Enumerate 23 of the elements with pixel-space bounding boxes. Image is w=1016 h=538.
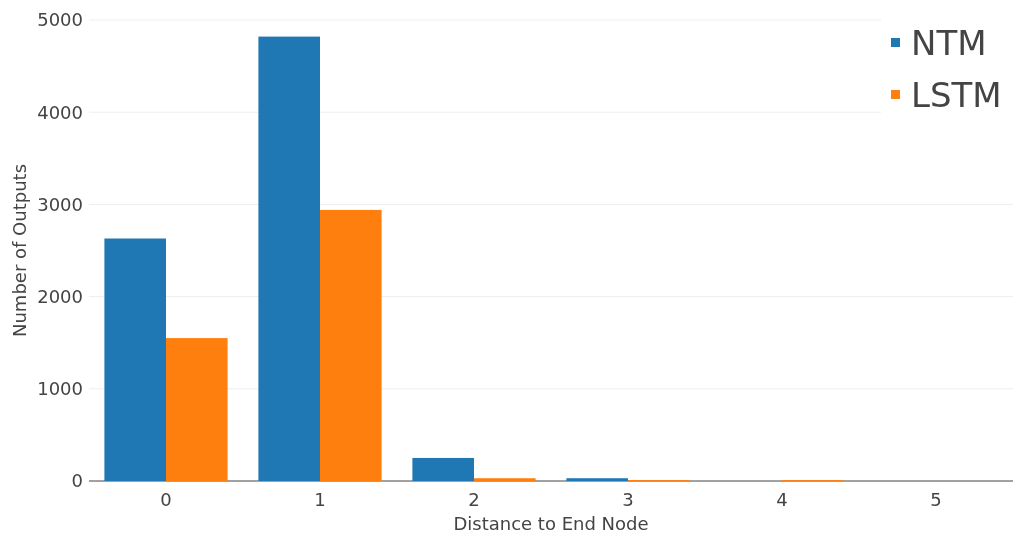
bar	[320, 209, 382, 481]
y-tick-label: 4000	[37, 101, 83, 123]
y-tick-label: 5000	[37, 9, 83, 31]
x-tick-label: 3	[622, 489, 634, 510]
x-tick-label: 1	[314, 489, 326, 510]
x-axis-title: Distance to End Node	[453, 513, 649, 534]
legend-label: NTM	[911, 22, 987, 63]
bar	[412, 457, 474, 481]
bar	[104, 238, 166, 481]
bar	[166, 338, 228, 481]
x-tick-label: 5	[930, 489, 942, 510]
x-tick-label: 0	[160, 489, 172, 510]
y-tick-label: 0	[71, 470, 83, 492]
x-tick-label: 4	[776, 489, 788, 510]
y-tick-label: 2000	[37, 285, 83, 307]
y-axis-title: Number of Outputs	[9, 163, 30, 338]
bar	[566, 478, 628, 481]
bar	[474, 478, 536, 481]
y-tick-label: 3000	[37, 193, 83, 215]
y-tick-label: 1000	[37, 378, 83, 400]
legend-label: LSTM	[911, 74, 1002, 115]
x-tick-label: 2	[468, 489, 480, 510]
bar	[258, 36, 320, 481]
